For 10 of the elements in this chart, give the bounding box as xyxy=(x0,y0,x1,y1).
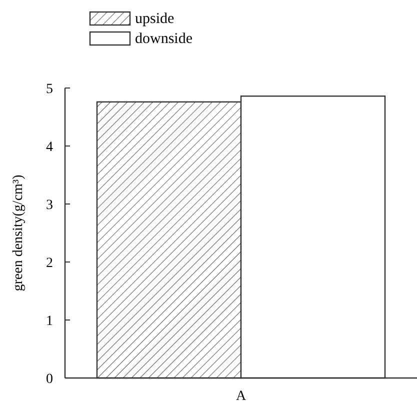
y-tick-label: 0 xyxy=(46,372,53,387)
y-tick-label: 5 xyxy=(46,82,53,97)
y-tick-label: 2 xyxy=(46,256,53,271)
x-tick-label: A xyxy=(236,389,247,404)
y-tick-label: 1 xyxy=(46,314,53,329)
y-axis-title: green density(g/cm³) xyxy=(11,174,26,292)
y-tick-label: 3 xyxy=(46,198,53,213)
legend-label: downside xyxy=(135,31,193,47)
legend-label: upside xyxy=(135,11,175,27)
y-tick-label: 4 xyxy=(46,140,53,155)
